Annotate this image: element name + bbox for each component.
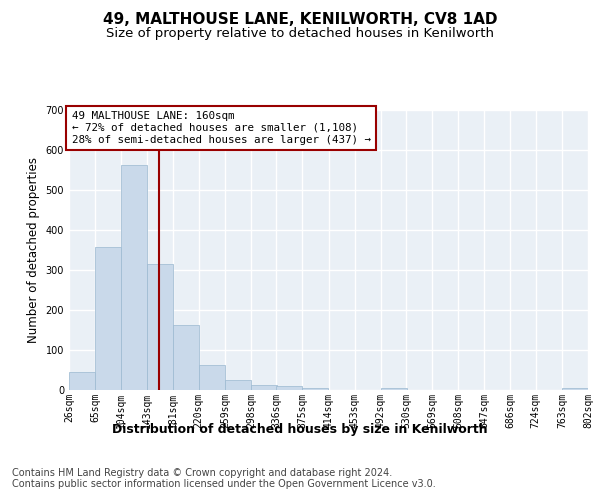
Bar bbox=[95, 247, 121, 390]
Bar bbox=[69, 372, 95, 390]
Bar bbox=[251, 385, 277, 390]
Text: Distribution of detached houses by size in Kenilworth: Distribution of detached houses by size … bbox=[112, 422, 488, 436]
Text: Size of property relative to detached houses in Kenilworth: Size of property relative to detached ho… bbox=[106, 28, 494, 40]
Bar bbox=[380, 388, 407, 390]
Text: 49, MALTHOUSE LANE, KENILWORTH, CV8 1AD: 49, MALTHOUSE LANE, KENILWORTH, CV8 1AD bbox=[103, 12, 497, 28]
Text: Contains HM Land Registry data © Crown copyright and database right 2024.
Contai: Contains HM Land Registry data © Crown c… bbox=[12, 468, 436, 489]
Bar bbox=[173, 325, 199, 390]
Y-axis label: Number of detached properties: Number of detached properties bbox=[27, 157, 40, 343]
Bar bbox=[147, 264, 173, 390]
Bar bbox=[562, 388, 588, 390]
Text: 49 MALTHOUSE LANE: 160sqm
← 72% of detached houses are smaller (1,108)
28% of se: 49 MALTHOUSE LANE: 160sqm ← 72% of detac… bbox=[71, 112, 371, 144]
Bar bbox=[302, 388, 329, 390]
Bar bbox=[277, 386, 302, 390]
Bar bbox=[199, 365, 225, 390]
Bar bbox=[225, 380, 251, 390]
Bar bbox=[121, 165, 147, 390]
